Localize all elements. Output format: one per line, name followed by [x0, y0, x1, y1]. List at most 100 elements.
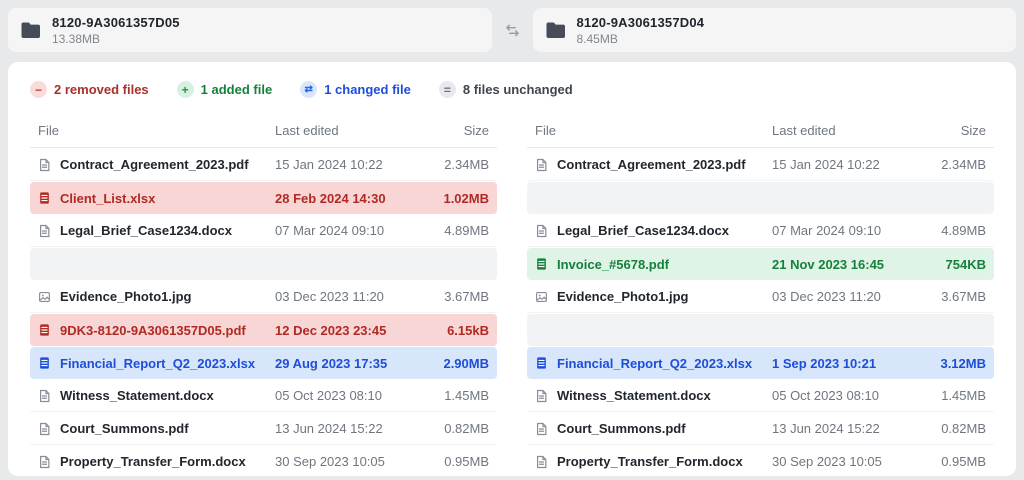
file-row[interactable]: Property_Transfer_Form.docx 30 Sep 2023 1… [30, 446, 497, 476]
plus-circle-icon: + [177, 81, 194, 98]
right-folder-size: 8.45MB [577, 32, 705, 46]
changed-files-label: 1 changed file [324, 82, 411, 97]
left-folder-card[interactable]: 8120-9A3061357D05 13.38MB [8, 8, 492, 52]
file-size: 2.34MB [922, 157, 986, 172]
doc-file-icon [535, 158, 548, 172]
file-last-edited: 29 Aug 2023 17:35 [275, 356, 425, 371]
size-column-header: Size [425, 123, 489, 138]
doc-file-icon [38, 158, 51, 172]
file-name-cell: Court_Summons.pdf [38, 421, 275, 436]
file-name: Contract_Agreement_2023.pdf [557, 157, 746, 172]
file-size: 754KB [922, 257, 986, 272]
added-files-badge: + 1 added file [177, 81, 273, 98]
file-row[interactable]: Invoice_#5678.pdf 21 Nov 2023 16:45754KB [527, 248, 994, 280]
file-name: Witness_Statement.docx [557, 388, 711, 403]
file-name-cell: Client_List.xlsx [38, 191, 275, 206]
added-files-label: 1 added file [201, 82, 273, 97]
file-size: 4.89MB [425, 223, 489, 238]
file-last-edited: 28 Feb 2024 14:30 [275, 191, 425, 206]
file-name-cell: Invoice_#5678.pdf [535, 257, 772, 272]
file-last-edited: 13 Jun 2024 15:22 [772, 421, 922, 436]
unchanged-files-badge: = 8 files unchanged [439, 81, 573, 98]
right-folder-name: 8120-9A3061357D04 [577, 15, 705, 30]
file-row[interactable]: Financial_Report_Q2_2023.xlsx 29 Aug 2023… [30, 347, 497, 379]
image-file-icon [38, 290, 51, 304]
folders-header: 8120-9A3061357D05 13.38MB 8120-9A3061357… [0, 0, 1024, 52]
last-edited-column-header: Last edited [275, 123, 425, 138]
folder-icon [21, 22, 41, 39]
file-size: 2.90MB [425, 356, 489, 371]
file-name-cell: Evidence_Photo1.jpg [535, 289, 772, 304]
file-name: Financial_Report_Q2_2023.xlsx [60, 356, 255, 371]
file-row[interactable]: Contract_Agreement_2023.pdf15 Jan 2024 1… [30, 149, 497, 181]
left-folder-size: 13.38MB [52, 32, 180, 46]
file-last-edited: 03 Dec 2023 11:20 [275, 289, 425, 304]
last-edited-column-header: Last edited [772, 123, 922, 138]
file-name: Property_Transfer_Form.docx [557, 454, 743, 469]
file-name: Property_Transfer_Form.docx [60, 454, 246, 469]
doc-file-icon [535, 422, 548, 436]
doc-file-icon [38, 422, 51, 436]
doc-file-icon [38, 224, 51, 238]
minus-circle-icon: − [30, 81, 47, 98]
file-row[interactable]: Court_Summons.pdf13 Jun 2024 15:220.82MB [527, 413, 994, 445]
file-name: Financial_Report_Q2_2023.xlsx [557, 356, 752, 371]
folder-icon [546, 22, 566, 39]
file-name-cell: Legal_Brief_Case1234.docx [38, 223, 275, 238]
doc-file-icon [38, 455, 51, 469]
file-size: 1.02MB [425, 191, 489, 206]
right-file-table: File Last edited Size Contract_Agreement… [527, 123, 994, 476]
file-last-edited: 15 Jan 2024 10:22 [772, 157, 922, 172]
right-folder-card[interactable]: 8120-9A3061357D04 8.45MB [533, 8, 1017, 52]
doc-file-icon [535, 224, 548, 238]
file-size: 3.12MB [922, 356, 986, 371]
file-row[interactable]: Witness_Statement.docx05 Oct 2023 08:101… [527, 380, 994, 412]
equals-circle-icon: = [439, 81, 456, 98]
file-row[interactable]: Financial_Report_Q2_2023.xlsx1 Sep 2023 … [527, 347, 994, 379]
image-file-icon [535, 290, 548, 304]
file-size: 6.15kB [425, 323, 489, 338]
sheet-file-icon [535, 356, 548, 370]
sheet-file-icon [38, 191, 51, 205]
file-row[interactable]: Witness_Statement.docx05 Oct 2023 08:101… [30, 380, 497, 412]
file-name: 9DK3-8120-9A3061357D05.pdf [60, 323, 246, 338]
file-size: 2.34MB [425, 157, 489, 172]
right-file-rows: Contract_Agreement_2023.pdf 15 Jan 2024 1… [527, 149, 994, 476]
file-last-edited: 30 Sep 2023 10:05 [275, 454, 425, 469]
sheet-file-icon [38, 356, 51, 370]
file-last-edited: 15 Jan 2024 10:22 [275, 157, 425, 172]
file-name-cell: 9DK3-8120-9A3061357D05.pdf [38, 323, 275, 338]
file-name: Evidence_Photo1.jpg [557, 289, 688, 304]
file-size: 0.95MB [425, 454, 489, 469]
changed-files-badge: ⇄ 1 changed file [300, 81, 411, 98]
file-row[interactable]: Client_List.xlsx28 Feb 2024 14:301.02MB [30, 182, 497, 214]
file-row[interactable]: Evidence_Photo1.jpg03 Dec 2023 11:203.67… [527, 281, 994, 313]
left-table-header: File Last edited Size [30, 123, 497, 148]
file-name-cell: Legal_Brief_Case1234.docx [535, 223, 772, 238]
file-column-header: File [38, 123, 275, 138]
file-name: Court_Summons.pdf [557, 421, 686, 436]
doc-file-icon [38, 389, 51, 403]
file-size: 0.82MB [425, 421, 489, 436]
removed-files-label: 2 removed files [54, 82, 149, 97]
file-size: 1.45MB [922, 388, 986, 403]
file-name-cell: Witness_Statement.docx [38, 388, 275, 403]
file-name: Court_Summons.pdf [60, 421, 189, 436]
file-name: Invoice_#5678.pdf [557, 257, 669, 272]
file-last-edited: 21 Nov 2023 16:45 [772, 257, 922, 272]
file-row[interactable]: Evidence_Photo1.jpg03 Dec 2023 11:203.67… [30, 281, 497, 313]
file-row[interactable]: Court_Summons.pdf13 Jun 2024 15:220.82MB [30, 413, 497, 445]
swap-arrows-icon [492, 23, 533, 38]
file-row[interactable]: Legal_Brief_Case1234.docx07 Mar 2024 09:… [527, 215, 994, 247]
file-name-cell: Financial_Report_Q2_2023.xlsx [535, 356, 772, 371]
file-row[interactable]: Contract_Agreement_2023.pdf 15 Jan 2024 1… [527, 149, 994, 181]
left-file-rows: Contract_Agreement_2023.pdf15 Jan 2024 1… [30, 149, 497, 476]
file-row[interactable]: Property_Transfer_Form.docx30 Sep 2023 1… [527, 446, 994, 476]
file-row[interactable]: 9DK3-8120-9A3061357D05.pdf 12 Dec 2023 23… [30, 314, 497, 346]
placeholder-row [527, 182, 994, 214]
file-row[interactable]: Legal_Brief_Case1234.docx07 Mar 2024 09:… [30, 215, 497, 247]
file-name-cell: Evidence_Photo1.jpg [38, 289, 275, 304]
file-name-cell: Property_Transfer_Form.docx [535, 454, 772, 469]
file-name-cell: Property_Transfer_Form.docx [38, 454, 275, 469]
file-last-edited: 12 Dec 2023 23:45 [275, 323, 425, 338]
